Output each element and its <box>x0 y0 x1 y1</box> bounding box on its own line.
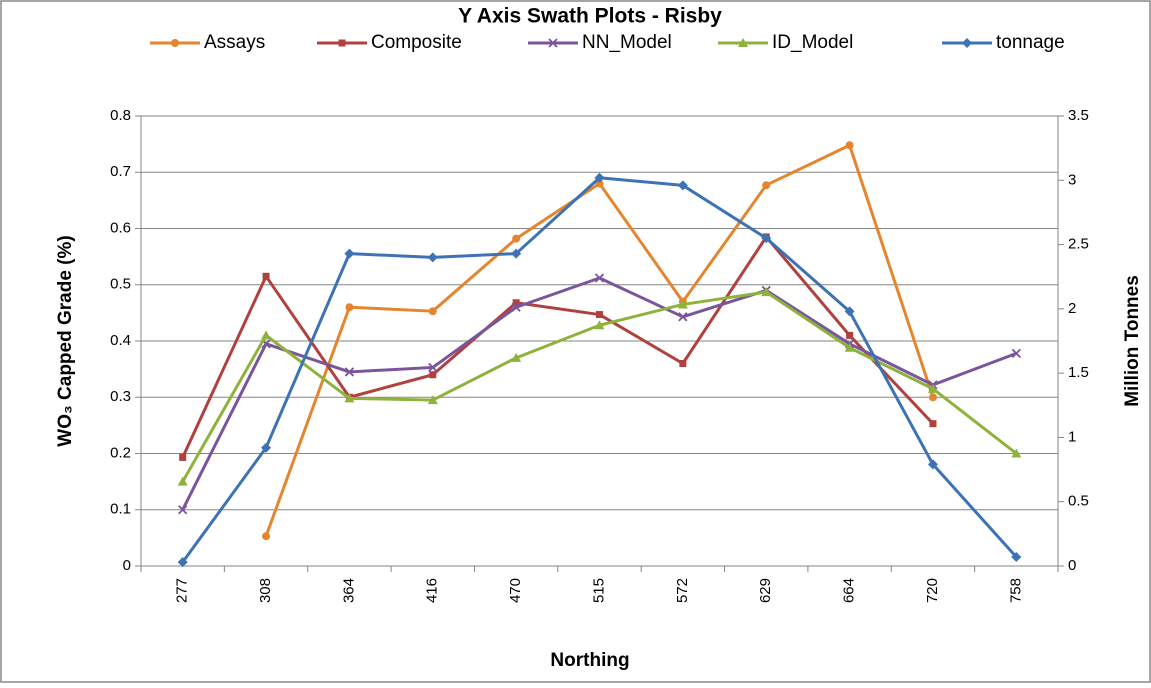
marker <box>761 233 772 244</box>
marker <box>344 367 355 377</box>
marker <box>512 299 520 307</box>
y-tick-label: 0.7 <box>110 163 131 180</box>
y2-tick-label: 1.5 <box>1068 364 1089 381</box>
legend-item: Assays <box>150 32 265 53</box>
marker <box>678 312 688 322</box>
marker <box>548 38 558 48</box>
marker <box>177 476 188 486</box>
marker <box>927 459 938 470</box>
marker <box>511 302 521 312</box>
y-tick-label: 0.3 <box>110 388 131 405</box>
marker <box>262 272 270 280</box>
x-tick-label: 572 <box>674 578 691 603</box>
marker <box>1011 448 1022 458</box>
marker <box>679 360 687 367</box>
legend-item: tonnage <box>942 32 1065 53</box>
legend-label: Assays <box>204 32 265 53</box>
x-axis-title: Northing <box>550 650 629 671</box>
marker <box>429 371 437 379</box>
y-tick-label: 0.5 <box>110 276 131 293</box>
x-tick-label: 416 <box>424 578 441 603</box>
y2-tick-label: 1 <box>1068 428 1076 445</box>
marker <box>179 453 187 461</box>
x-tick-label: 758 <box>1007 578 1024 603</box>
y2-tick-label: 2 <box>1068 300 1076 317</box>
marker <box>338 39 346 47</box>
y-axis-title: WO₃ Capped Grade (%) <box>55 235 76 446</box>
y2-axis-title: Million Tonnes <box>1122 275 1143 407</box>
marker <box>345 303 354 312</box>
marker <box>962 38 972 48</box>
marker <box>511 248 522 259</box>
series-line <box>181 235 935 459</box>
marker <box>927 383 938 393</box>
y-tick-label: 0.4 <box>110 332 131 349</box>
y-tick-label: 0.1 <box>110 501 131 518</box>
legend-item: ID_Model <box>718 32 853 53</box>
legend-label: NN_Model <box>582 32 672 53</box>
marker <box>1011 348 1021 359</box>
marker <box>1011 552 1022 562</box>
marker <box>594 320 605 330</box>
marker <box>844 306 855 317</box>
marker <box>512 234 521 243</box>
marker <box>344 248 355 259</box>
marker <box>845 141 854 150</box>
marker <box>761 287 772 297</box>
x-tick-label: 720 <box>924 578 941 603</box>
y2-tick-label: 3.5 <box>1068 107 1089 124</box>
marker <box>594 273 605 283</box>
x-tick-label: 277 <box>174 578 191 603</box>
y-tick-label: 0 <box>123 557 131 574</box>
marker <box>929 420 937 428</box>
y-tick-label: 0.6 <box>110 219 131 236</box>
x-tick-label: 664 <box>841 578 858 603</box>
marker <box>428 307 437 316</box>
marker <box>262 532 271 541</box>
marker <box>177 557 188 568</box>
x-tick-label: 308 <box>257 578 274 603</box>
marker <box>762 181 771 190</box>
marker <box>261 442 272 453</box>
marker <box>511 352 522 362</box>
y2-tick-label: 2.5 <box>1068 236 1089 253</box>
x-tick-label: 470 <box>507 578 524 603</box>
y2-tick-label: 0 <box>1068 557 1076 574</box>
marker <box>261 330 272 340</box>
y-tick-label: 0.8 <box>110 107 131 124</box>
legend-label: ID_Model <box>772 32 853 53</box>
marker <box>596 311 603 319</box>
y2-tick-label: 3 <box>1068 171 1076 188</box>
legend-label: tonnage <box>996 32 1065 53</box>
marker <box>844 342 855 352</box>
marker <box>846 331 854 339</box>
marker <box>178 505 188 515</box>
x-tick-label: 515 <box>590 578 607 603</box>
marker <box>738 38 748 47</box>
marker <box>594 172 605 183</box>
marker <box>677 299 688 309</box>
chart-title: Y Axis Swath Plots - Risby <box>458 5 722 28</box>
marker <box>928 393 937 402</box>
marker <box>428 362 438 373</box>
marker <box>171 39 179 47</box>
x-tick-label: 364 <box>340 578 357 603</box>
legend-item: NN_Model <box>528 32 672 53</box>
marker <box>344 393 355 403</box>
legend-label: Composite <box>371 32 462 53</box>
marker <box>427 252 438 263</box>
x-tick-label: 629 <box>757 578 774 603</box>
legend-item: Composite <box>317 32 462 53</box>
y-tick-label: 0.2 <box>110 444 131 461</box>
marker <box>677 180 688 191</box>
y2-tick-label: 0.5 <box>1068 493 1089 510</box>
marker <box>427 395 438 405</box>
